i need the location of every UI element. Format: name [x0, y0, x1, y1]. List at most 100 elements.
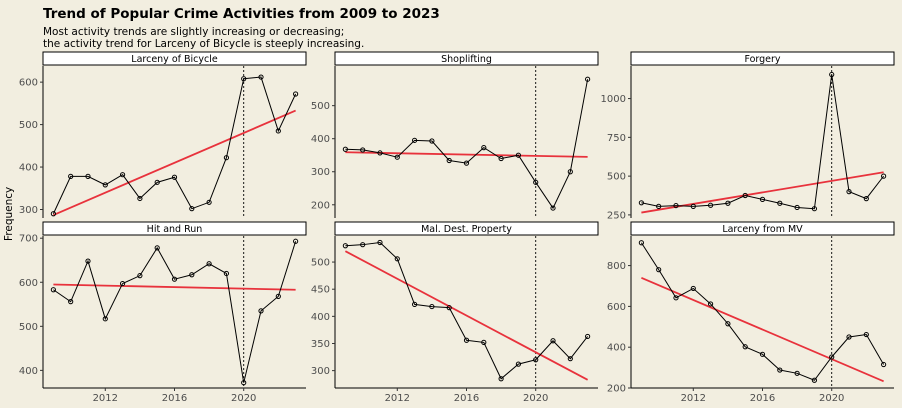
data-point-2015: [446, 157, 452, 164]
y-tick-label: 800: [607, 261, 626, 272]
data-point-2022: [863, 331, 869, 338]
panel-larceny-from-mv: Larceny from MV 2012 2016 2020 200 400 600 800: [607, 221, 895, 404]
panel-strip: [630, 51, 895, 66]
data-point-2014: [725, 321, 731, 327]
subtitle-line-2: the activity trend for Larceny of Bicycl…: [43, 38, 365, 50]
y-tick-label: 500: [607, 172, 626, 183]
data-point-2012: [394, 256, 400, 262]
data-point-2022: [275, 293, 281, 299]
chart-title: Trend of Popular Crime Activities from 2…: [43, 6, 440, 22]
data-point-2022: [567, 356, 573, 362]
x-tick-label: 2020: [523, 393, 548, 404]
panel-strip-label: Larceny of Bicycle: [131, 54, 218, 65]
y-tick-label: 400: [19, 163, 38, 174]
data-point-2009: [638, 240, 644, 246]
data-point-2019: [811, 206, 818, 212]
data-point-2015: [742, 344, 748, 350]
data-point-2015: [742, 192, 748, 199]
data-point-2019: [223, 155, 230, 161]
data-point-2012: [102, 182, 108, 188]
data-point-2018: [794, 204, 800, 211]
trend-line: [344, 250, 589, 381]
panel-shoplifting: Shoplifting 200 300 400 500: [311, 51, 599, 218]
data-point-2012: [394, 154, 400, 160]
data-point-2011: [377, 150, 383, 156]
data-point-2021: [846, 334, 852, 340]
data-point-2020: [533, 179, 539, 185]
data-point-2016: [463, 160, 470, 166]
data-point-2013: [119, 172, 126, 178]
data-point-2018: [498, 376, 504, 382]
data-point-2009: [638, 200, 644, 206]
data-point-2020: [241, 76, 247, 82]
data-point-2010: [68, 299, 74, 305]
y-tick-label: 350: [311, 339, 330, 350]
y-tick-label: 200: [607, 384, 626, 395]
chart-subtitle: Most activity trends are slightly increa…: [43, 26, 364, 50]
data-point-2011: [673, 295, 679, 301]
data-point-2021: [846, 189, 852, 195]
data-point-2013: [707, 202, 714, 208]
data-point-2014: [137, 195, 143, 202]
data-point-2013: [411, 301, 418, 307]
subtitle-line-1: Most activity trends are slightly increa…: [43, 26, 345, 38]
trend-line: [641, 276, 884, 383]
y-tick-label: 250: [607, 210, 626, 221]
data-point-2014: [725, 200, 731, 206]
trend-line: [53, 109, 296, 216]
data-point-2012: [690, 285, 696, 292]
series-line: [52, 76, 297, 214]
data-point-2023: [585, 333, 591, 340]
data-point-2017: [189, 272, 195, 278]
data-point-2020: [241, 380, 247, 386]
data-point-2014: [137, 273, 143, 279]
x-tick-label: 2016: [454, 393, 479, 404]
trend-line: [345, 151, 588, 158]
data-point-2018: [206, 199, 212, 205]
panel-mal-dest-property: Mal. Dest. Property 2012 2016 2020 300 350 400…: [311, 221, 599, 404]
data-point-2009: [50, 287, 56, 293]
panel-forgery: Forgery 250 500 750 1000: [601, 51, 895, 221]
data-point-2018: [498, 155, 504, 162]
y-tick-label: 300: [19, 205, 38, 216]
panel-larceny-of-bicycle: Larceny of Bicycle 300 400 500 600: [19, 51, 307, 218]
data-point-2017: [481, 339, 487, 345]
data-point-2011: [85, 173, 91, 179]
data-point-2010: [656, 203, 662, 209]
y-tick-label: 600: [19, 78, 38, 89]
data-point-2009: [50, 211, 56, 217]
data-point-2011: [85, 258, 91, 264]
data-point-2016: [759, 196, 766, 202]
data-point-2021: [550, 205, 556, 211]
y-tick-label: 300: [311, 366, 330, 377]
data-point-2023: [293, 238, 299, 244]
y-tick-label: 200: [311, 200, 330, 211]
data-point-2017: [189, 206, 195, 212]
data-point-2023: [881, 361, 887, 368]
data-point-2012: [690, 203, 696, 209]
panel-strip-label: Larceny from MV: [722, 224, 803, 235]
data-point-2017: [481, 145, 487, 151]
panel-strip-label: Mal. Dest. Property: [421, 224, 512, 235]
y-tick-label: 600: [607, 302, 626, 313]
data-point-2010: [360, 242, 366, 248]
data-point-2016: [171, 276, 178, 282]
data-point-2015: [154, 245, 160, 251]
series-line: [345, 79, 589, 210]
data-point-2018: [206, 261, 212, 267]
panel-strip: [42, 221, 307, 236]
data-point-2009: [342, 243, 348, 249]
data-point-2017: [777, 200, 783, 206]
panel-strip-label: Forgery: [744, 54, 780, 65]
data-point-2010: [68, 173, 74, 179]
panel-strip: [42, 51, 307, 66]
series-line: [641, 74, 885, 210]
trend-line: [53, 283, 296, 291]
y-tick-label: 300: [311, 167, 330, 178]
data-point-2021: [258, 74, 264, 80]
data-point-2009: [342, 146, 348, 152]
data-point-2013: [119, 280, 126, 287]
data-point-2023: [585, 76, 591, 82]
